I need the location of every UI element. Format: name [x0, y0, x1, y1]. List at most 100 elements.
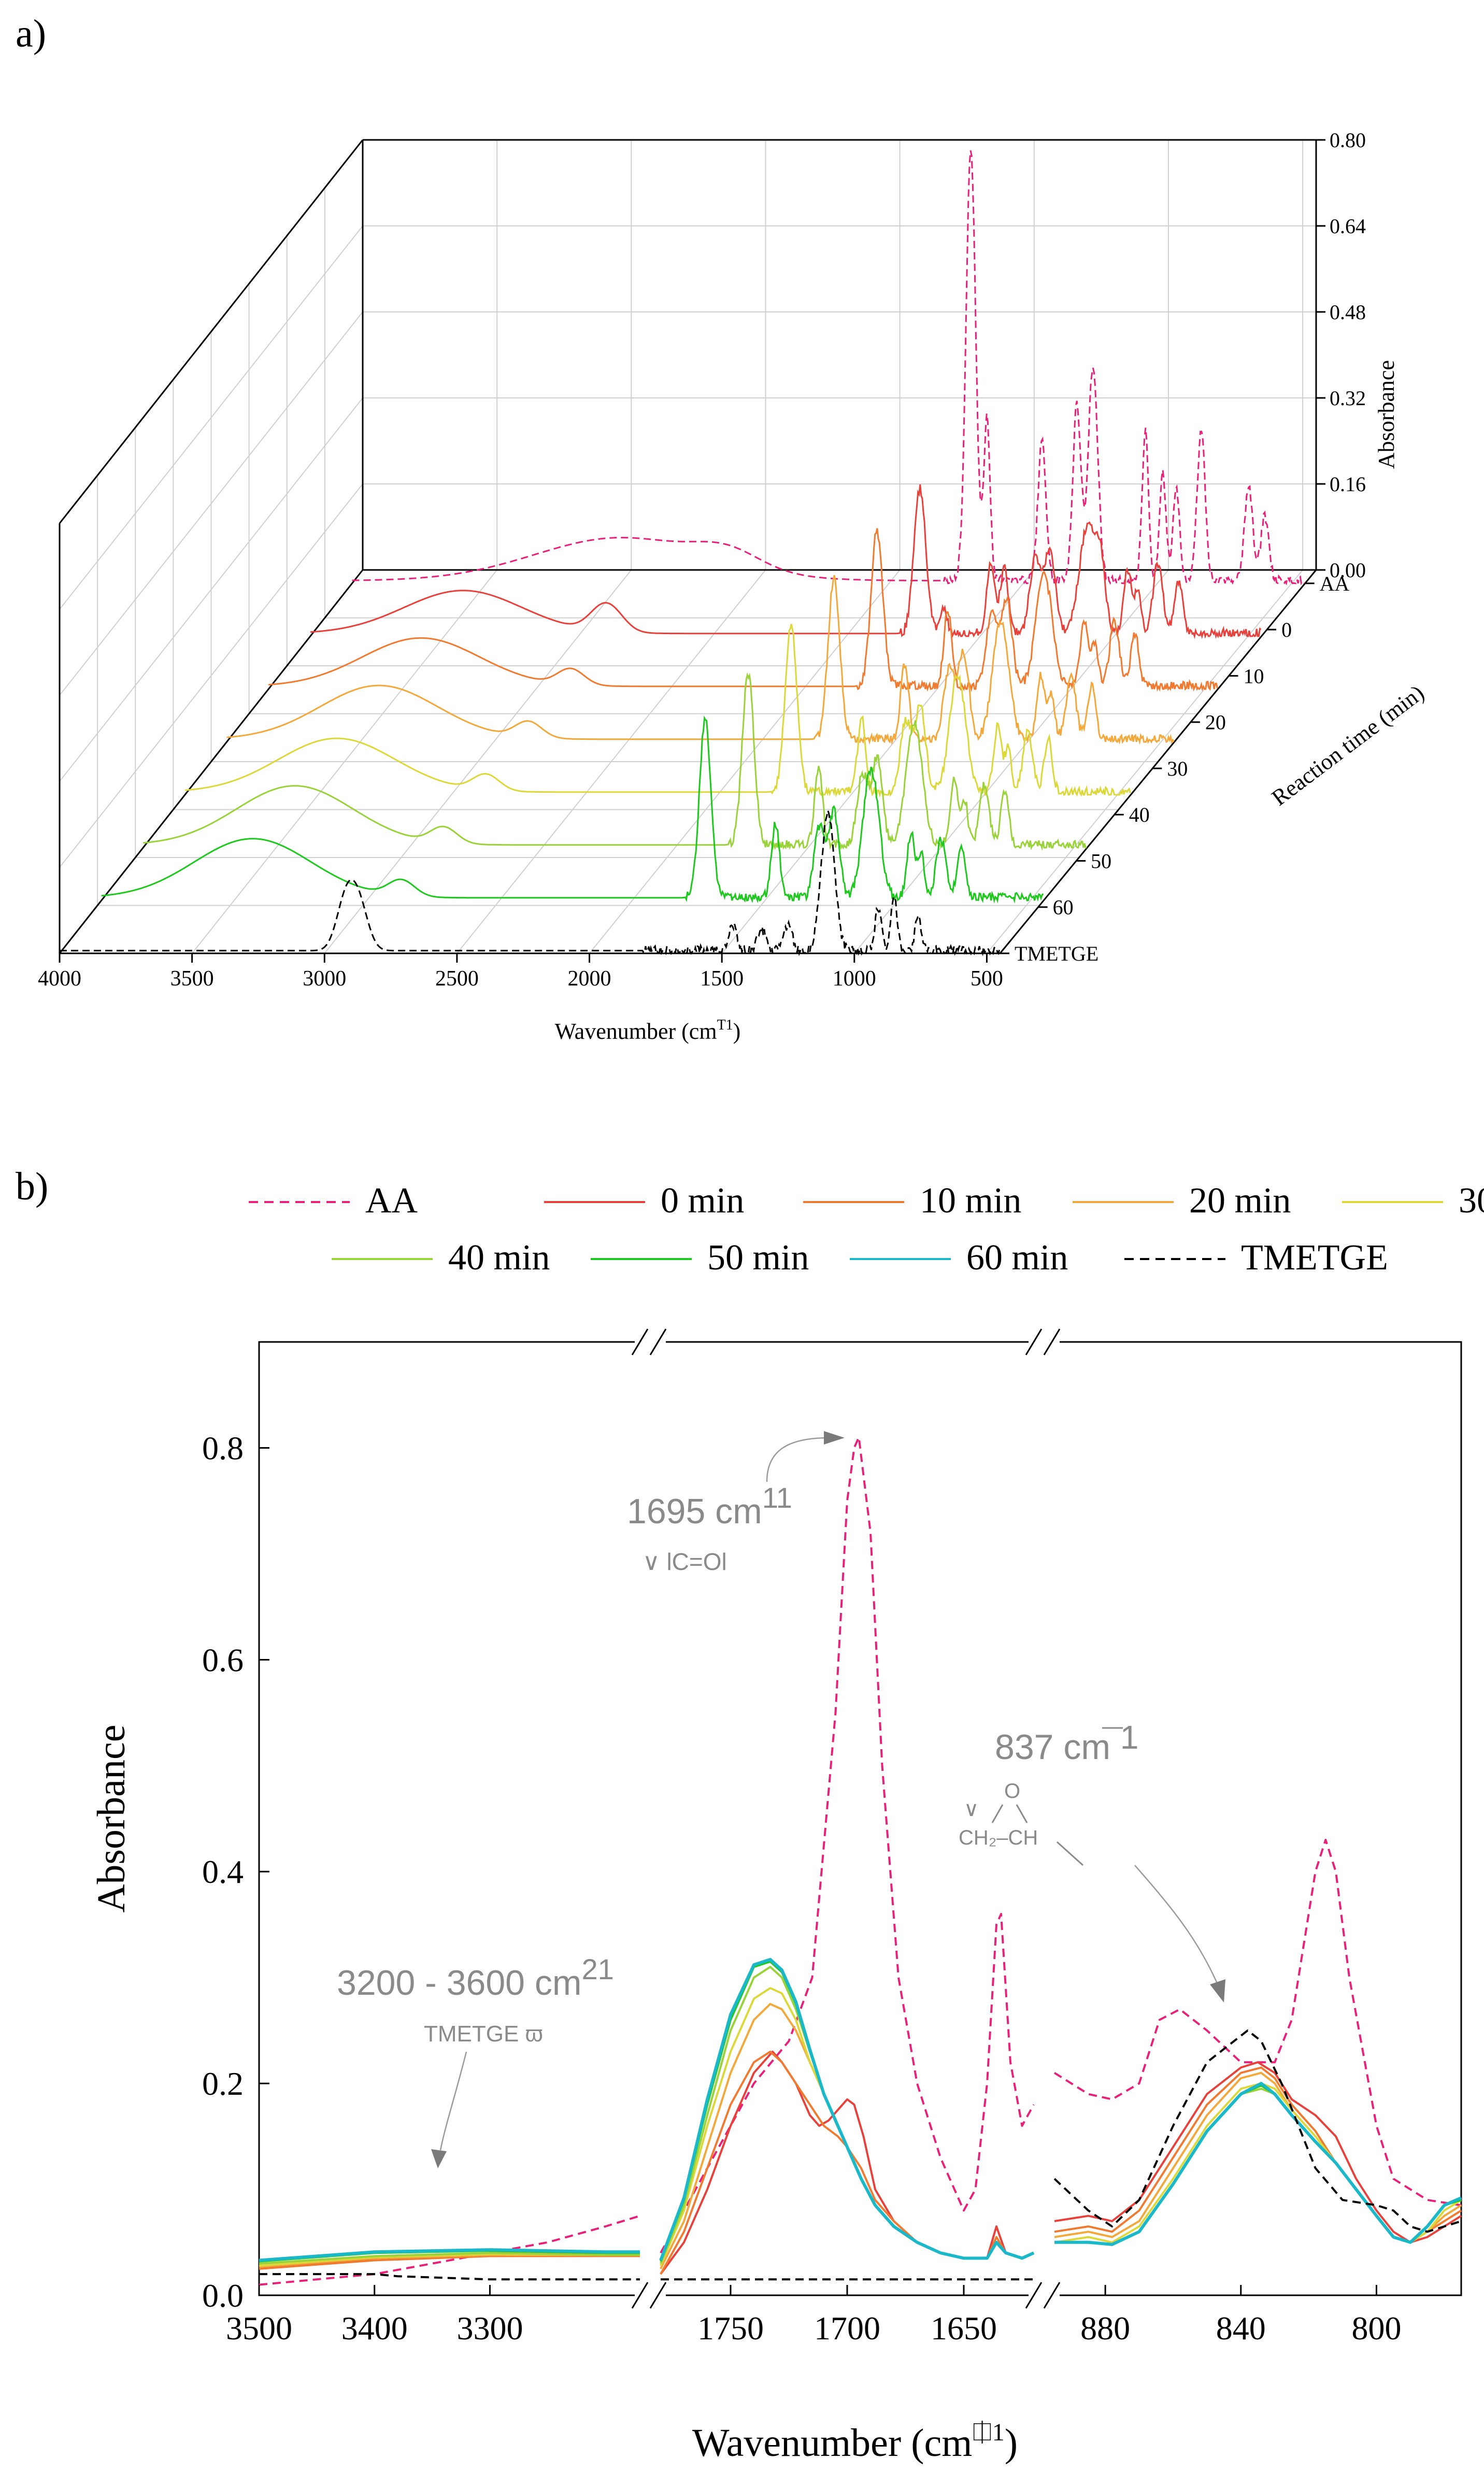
- panel-b-series-40-min-segment-1: [259, 2252, 640, 2265]
- panel-a-y-tick-tmetge: TMETGE: [1015, 942, 1098, 965]
- annotation-837: 837 cm 1 ∨ O CH₂–CH: [959, 1719, 1225, 2003]
- legend-label-50-min: 50 min: [707, 1238, 809, 1278]
- panel-b-label: b): [16, 1165, 48, 1208]
- annotation-1695-arrowhead: [824, 1431, 845, 1445]
- panel-b-series-60-min-segment-3: [1054, 2082, 1462, 2246]
- panel-a-y-ticks: AA 0 10 20 30 40 50 60 TMETGE: [1000, 572, 1350, 965]
- panel-a-y-tick-10: 10: [1243, 664, 1264, 688]
- side-wall-grid-h-3: [59, 225, 363, 610]
- panel-b-series-40-min-segment-3: [1054, 2088, 1462, 2246]
- panel-b-x-tick-1650: 1650: [931, 2310, 997, 2347]
- side-wall-grid-h-0: [59, 483, 363, 868]
- panel-a-z-tick-0.64: 0.64: [1330, 215, 1366, 238]
- epoxide-formula: CH₂–CH: [959, 1826, 1038, 1849]
- panel-a-y-tick-30: 30: [1167, 757, 1188, 780]
- panel-b-y-tick-0-6: 0.6: [202, 1641, 244, 1678]
- legend-label-tmetge: TMETGE: [1241, 1238, 1388, 1278]
- panel-b-series-aa-segment-3: [1053, 1838, 1462, 2207]
- panel-a-series: [60, 150, 1305, 956]
- panel-a-z-tick-0.32: 0.32: [1330, 387, 1366, 410]
- panel-a-x-tick-1000: 1000: [833, 967, 876, 991]
- panel-b-y-ticks: 0.0 0.2 0.4 0.6 0.8: [202, 1430, 269, 2314]
- legend-label-20-min: 20 min: [1189, 1181, 1291, 1221]
- panel-a-x-tick-3500: 3500: [170, 967, 214, 991]
- panel-a-z-tick-0.00: 0.00: [1330, 559, 1366, 582]
- annotation-837-arrow-line: [1134, 1865, 1219, 1985]
- panel-a-x-tick-1500: 1500: [700, 967, 744, 991]
- epoxide-tail-bond: [1056, 1841, 1084, 1866]
- panel-a-y-tick-aa: AA: [1320, 572, 1350, 595]
- panel-b-series-50-min-segment-3: [1054, 2084, 1462, 2246]
- panel-b-series: [259, 1436, 1462, 2286]
- panel-a-z-tick-0.16: 0.16: [1330, 473, 1366, 496]
- panel-a-series-10-min: [268, 528, 1218, 692]
- annotation-3200-3600-arrowhead: [431, 2149, 447, 2168]
- panel-b-series-30-min-segment-2: [660, 1987, 1034, 2266]
- panel-a-series-aa: [352, 150, 1305, 586]
- side-wall-grid-h-1: [59, 397, 363, 782]
- panel-b-x-axis-label: Wavenumber (cm⎅1): [692, 2419, 1018, 2465]
- panel-b-x-tick-3500: 3500: [226, 2310, 292, 2347]
- panel-b-series-50-min-segment-2: [660, 1961, 1034, 2262]
- panel-a-series-20-min: [226, 575, 1175, 745]
- panel-a-series-0-min: [310, 484, 1262, 639]
- panel-b-x-ticks: 3500 3400 3300 1750 1700 1650 880 840 800: [226, 2285, 1401, 2347]
- panel-a-y-tick-0: 0: [1281, 618, 1292, 641]
- panel-b-series-aa-segment-1: [259, 2214, 640, 2286]
- panel-b-series-20-min-segment-2: [660, 2003, 1034, 2269]
- panel-b-series-10-min-segment-1: [259, 2255, 640, 2270]
- annotation-1695-text: 1695 cm11: [627, 1481, 792, 1531]
- panel-a-grid: [59, 139, 1316, 954]
- annotation-837-arrowhead: [1210, 1979, 1225, 2003]
- annotation-1695: 1695 cm11 ∨ lC=Ol: [627, 1431, 845, 1575]
- panel-b-x-tick-3300: 3300: [456, 2310, 523, 2347]
- panel-b-x-tick-1750: 1750: [697, 2310, 764, 2347]
- side-wall-grid-h-2: [59, 311, 363, 696]
- panel-a-z-tick-0.80: 0.80: [1330, 128, 1366, 152]
- panel-b-y-tick-0-2: 0.2: [202, 2065, 244, 2102]
- panel-b-x-tick-3400: 3400: [341, 2310, 408, 2347]
- annotation-1695-subtext: ∨ lC=Ol: [643, 1548, 727, 1575]
- panel-b-x-tick-880: 880: [1080, 2310, 1130, 2347]
- annotation-3200-3600-arrow-line: [439, 2051, 467, 2151]
- panel-b-series-60-min-segment-2: [659, 1957, 1035, 2261]
- panel-b-frame: [258, 1328, 1462, 2309]
- panel-a-series-60-min: [101, 715, 1044, 904]
- axis-break-bottom-2: [1025, 2282, 1061, 2309]
- annotation-1695-arrow-line: [766, 1437, 830, 1482]
- epoxide-oxygen: O: [1004, 1780, 1020, 1803]
- panel-b-series-10-min-segment-3: [1054, 2066, 1462, 2243]
- panel-a-series-tmetge: [60, 810, 1001, 956]
- annotation-3200-3600-text: 3200 - 3600 cm21: [337, 1953, 614, 2003]
- axis-break-bottom-1: [631, 2282, 667, 2309]
- axis-break-top-2: [1025, 1328, 1061, 1355]
- annotation-837-subtext: ∨: [964, 1798, 979, 1821]
- floor-right-edge: [999, 569, 1317, 954]
- legend-label-0-min: 0 min: [661, 1181, 744, 1221]
- panel-a-y-tick-60: 60: [1053, 896, 1074, 919]
- panel-b-x-tick-840: 840: [1216, 2310, 1266, 2347]
- panel-b-legend: AA 0 min 10 min 20 min 30 min 40 min 50 min 60 …: [249, 1181, 1484, 1278]
- panel-a-y-axis-label: Reaction time (min): [1267, 680, 1429, 810]
- panel-a-x-tick-2500: 2500: [435, 967, 479, 991]
- panel-b-x-tick-800: 800: [1351, 2310, 1401, 2347]
- panel-a-y-tick-40: 40: [1129, 803, 1150, 826]
- epoxide-bond-left: [991, 1804, 1004, 1823]
- panel-a-y-tick-20: 20: [1205, 711, 1226, 734]
- legend-label-30-min: 30 min: [1459, 1181, 1484, 1221]
- panel-b-x-tick-1700: 1700: [814, 2310, 880, 2347]
- panel-b-y-tick-0-0: 0.0: [202, 2277, 244, 2314]
- panel-a-x-tick-3000: 3000: [303, 967, 346, 991]
- annotation-3200-3600: 3200 - 3600 cm21 TMETGE ϖ: [337, 1953, 614, 2168]
- panel-a-frame: [59, 139, 1317, 954]
- panel-a: a) 4000 3500 3000 2500 2000 1500 1000 500 0.000…: [16, 12, 1429, 1044]
- axis-break-top-1: [631, 1328, 667, 1355]
- panel-b-series-60-min-segment-1: [259, 2248, 640, 2262]
- panel-a-x-tick-500: 500: [971, 967, 1003, 991]
- panel-a-x-axis-label: Wavenumber (cmT1): [555, 1017, 741, 1044]
- panel-a-z-axis-label: Absorbance: [1374, 360, 1399, 469]
- side-wall-top-edge: [59, 139, 364, 524]
- panel-b: b) AA 0 min 10 min 20 min 30 min 40 min 50 min…: [16, 1165, 1484, 2465]
- panel-a-x-tick-4000: 4000: [38, 967, 81, 991]
